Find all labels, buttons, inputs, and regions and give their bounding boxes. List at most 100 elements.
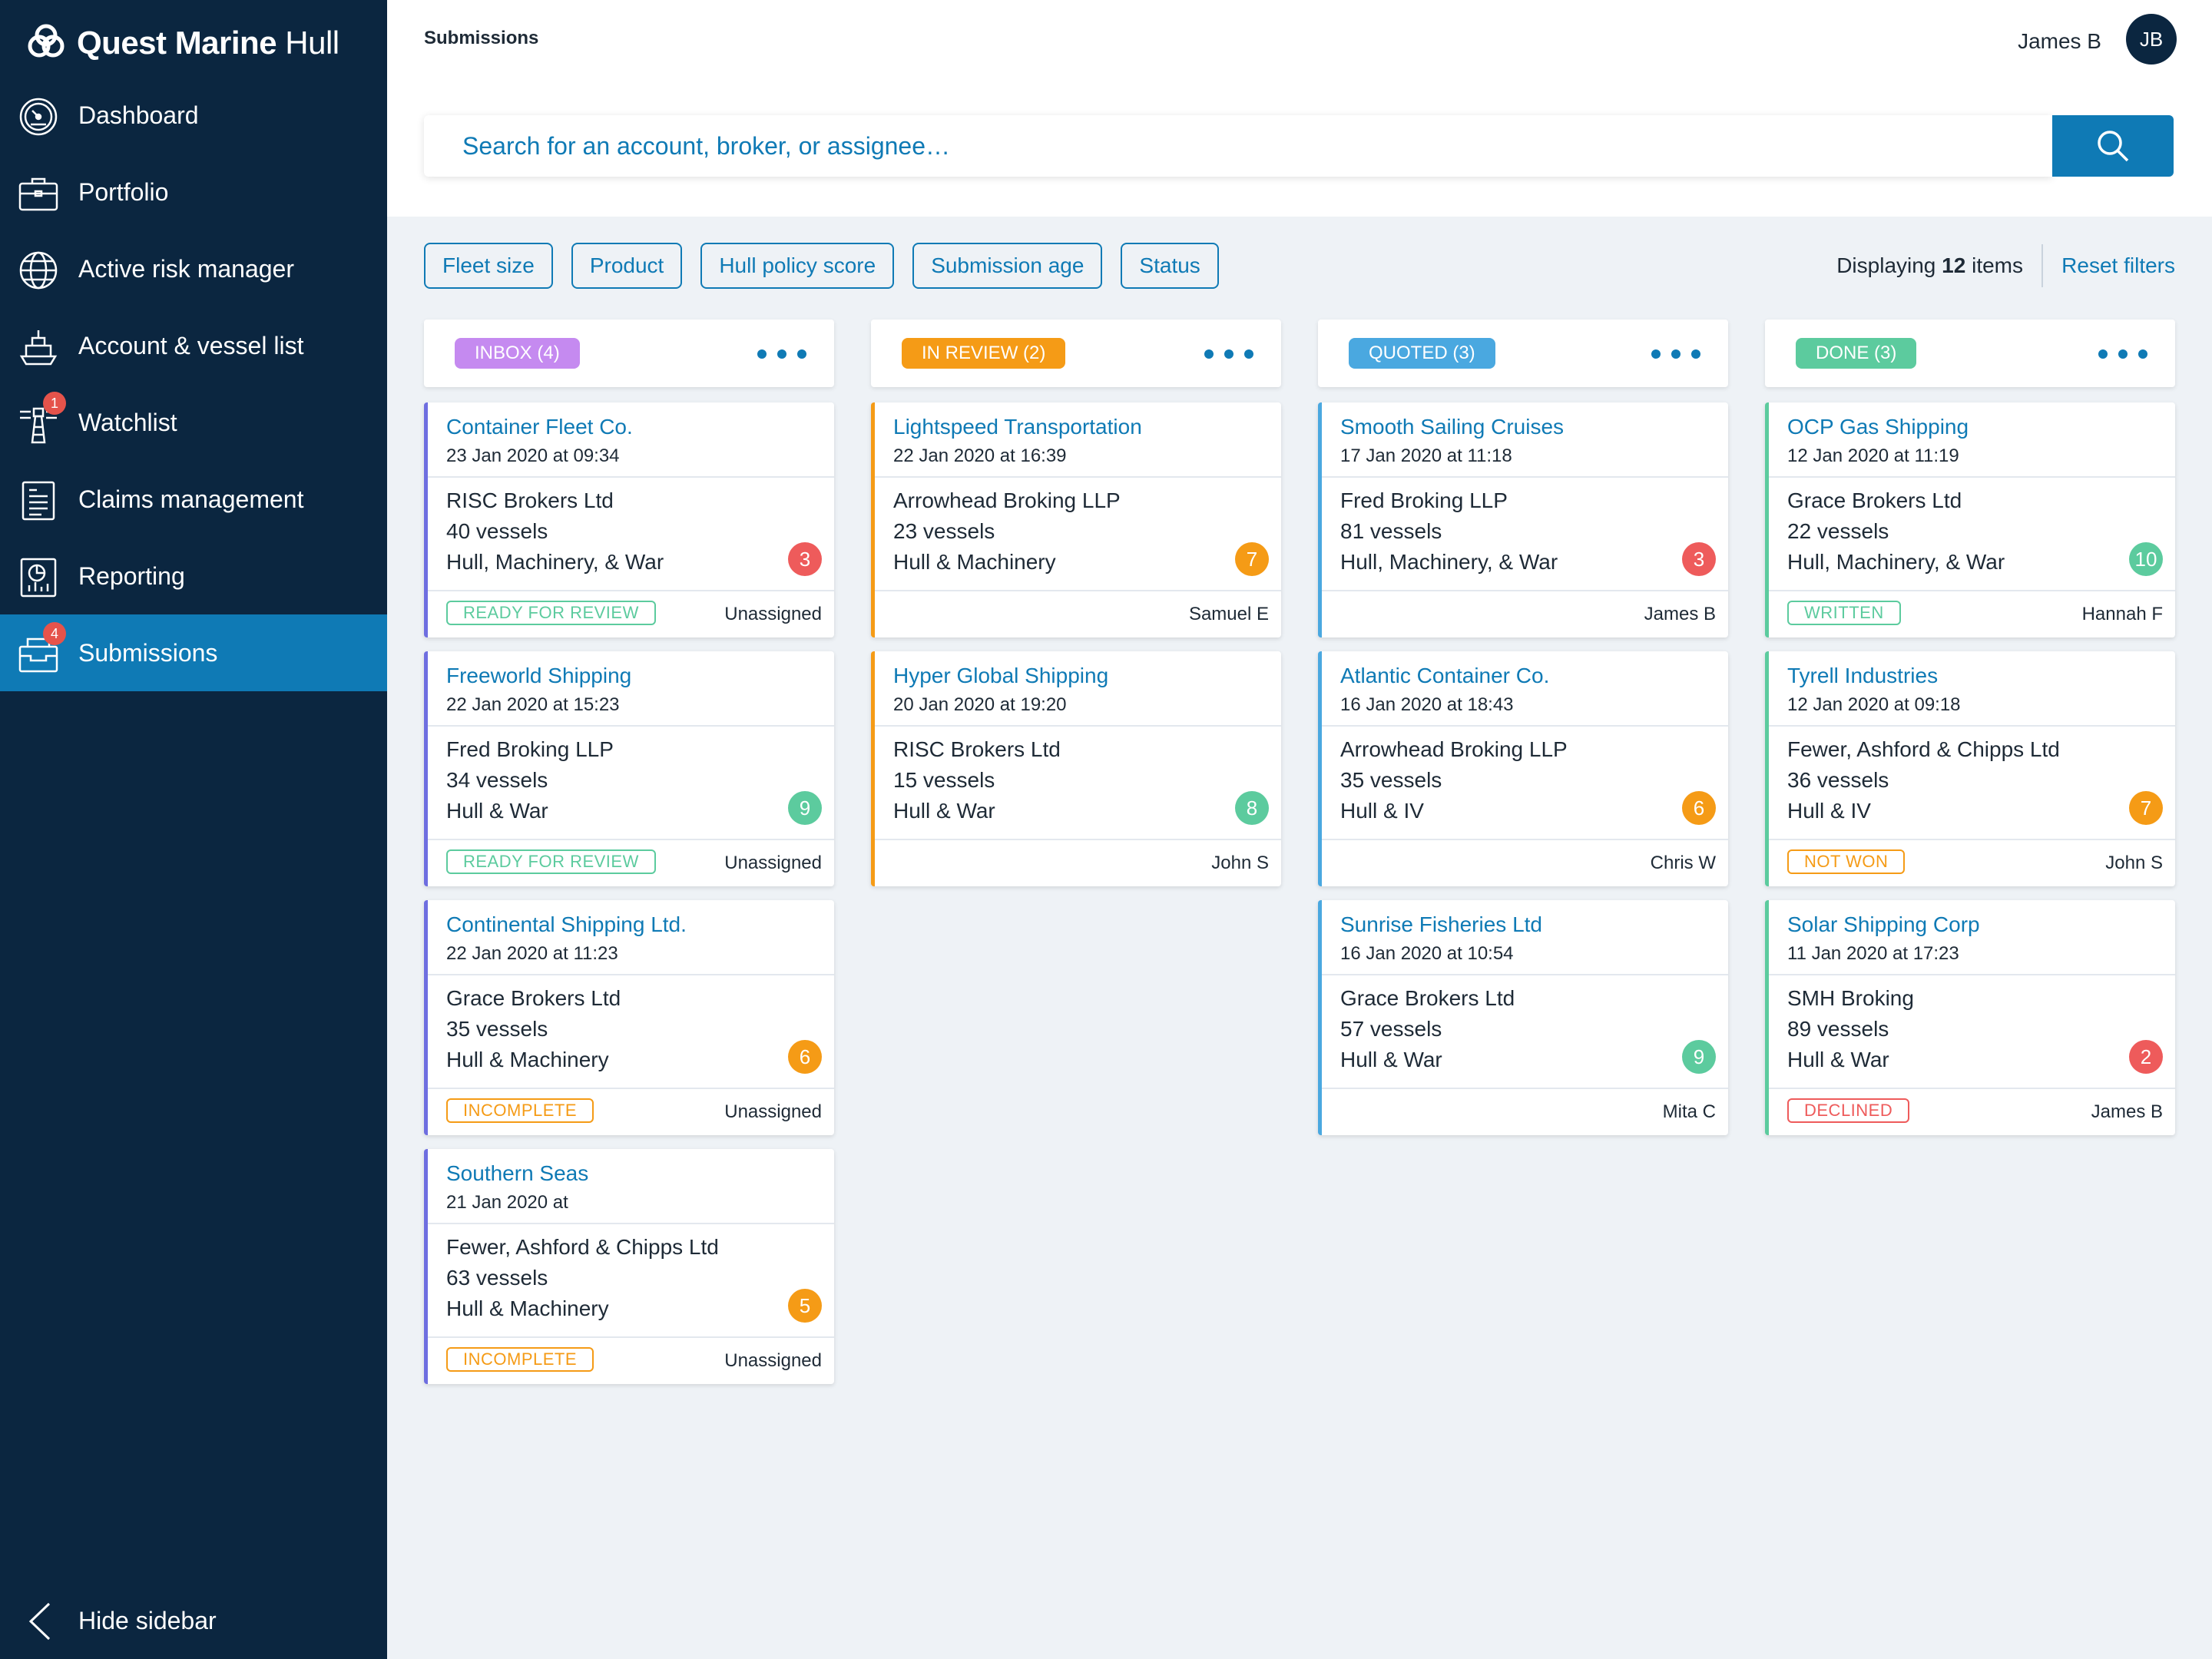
card-assignee: Unassigned	[724, 1101, 822, 1122]
app-logo[interactable]: Quest Marine Hull	[26, 20, 339, 66]
card-title-link[interactable]: Continental Shipping Ltd.	[446, 912, 687, 936]
submission-card[interactable]: Atlantic Container Co. 16 Jan 2020 at 18:…	[1318, 651, 1728, 886]
menu-dot	[1224, 349, 1233, 359]
card-details: Fewer, Ashford & Chipps Ltd 63 vessels Hul…	[428, 1226, 834, 1338]
card-date: 11 Jan 2020 at 17:23	[1787, 943, 1959, 964]
submission-card[interactable]: OCP Gas Shipping 12 Jan 2020 at 11:19 Grac…	[1765, 402, 2175, 637]
submission-card[interactable]: Solar Shipping Corp 11 Jan 2020 at 17:23 S…	[1765, 900, 2175, 1135]
card-header	[1322, 402, 1728, 478]
sidebar-item-label: Dashboard	[78, 101, 199, 129]
menu-dot	[777, 349, 786, 359]
card-broker: Grace Brokers Ltd	[446, 986, 621, 1010]
reset-filters-link[interactable]: Reset filters	[2061, 253, 2175, 277]
column-header: DONE (3)	[1765, 320, 2175, 387]
hull-policy-score-badge: 8	[1235, 791, 1269, 825]
report-chart-icon	[17, 556, 60, 599]
card-header	[428, 651, 834, 727]
card-details: RISC Brokers Ltd 15 vessels Hull & War 8	[875, 728, 1281, 840]
more-options-icon[interactable]	[757, 343, 806, 366]
card-title-link[interactable]: Lightspeed Transportation	[893, 415, 1142, 439]
sidebar-item-portfolio[interactable]: Portfolio	[0, 154, 387, 230]
menu-dot	[1671, 349, 1681, 359]
sidebar-item-dashboard[interactable]: Dashboard	[0, 77, 387, 154]
card-title-link[interactable]: Atlantic Container Co.	[1340, 664, 1550, 687]
card-vessels: 23 vessels	[893, 519, 995, 543]
hull-policy-score-badge: 6	[1682, 791, 1716, 825]
filter-hull-policy-score[interactable]: Hull policy score	[700, 243, 895, 289]
sidebar-item-watchlist[interactable]: 1 Watchlist	[0, 384, 387, 461]
search-input[interactable]	[424, 115, 2052, 177]
filter-status[interactable]: Status	[1121, 243, 1219, 289]
sidebar-item-reporting[interactable]: Reporting	[0, 538, 387, 614]
card-assignee: Samuel E	[1188, 604, 1269, 624]
hull-policy-score-badge: 10	[2129, 542, 2163, 576]
search-band	[387, 77, 2212, 217]
submission-card[interactable]: Container Fleet Co. 23 Jan 2020 at 09:34 R…	[424, 402, 834, 637]
more-options-icon[interactable]	[2098, 343, 2147, 366]
card-title-link[interactable]: Container Fleet Co.	[446, 415, 633, 439]
card-title-link[interactable]: OCP Gas Shipping	[1787, 415, 1969, 439]
card-broker: RISC Brokers Ltd	[446, 488, 614, 512]
card-title-link[interactable]: Tyrell Industries	[1787, 664, 1939, 687]
user-name[interactable]: James B	[2018, 29, 2101, 53]
filter-submission-age[interactable]: Submission age	[912, 243, 1103, 289]
filter-product[interactable]: Product	[571, 243, 683, 289]
card-date: 23 Jan 2020 at 09:34	[446, 445, 620, 466]
logo-icon	[28, 24, 65, 58]
sidebar-item-account-vessel-list[interactable]: Account & vessel list	[0, 307, 387, 384]
card-title-link[interactable]: Southern Seas	[446, 1161, 589, 1185]
submission-card[interactable]: Continental Shipping Ltd. 22 Jan 2020 at …	[424, 900, 834, 1135]
sidebar-item-submissions[interactable]: 4 Submissions	[0, 614, 387, 691]
submission-card[interactable]: Lightspeed Transportation 22 Jan 2020 at …	[871, 402, 1281, 637]
card-header	[428, 402, 834, 478]
submission-card[interactable]: Hyper Global Shipping 20 Jan 2020 at 19:2…	[871, 651, 1281, 886]
card-details: RISC Brokers Ltd 40 vessels Hull, Machiner…	[428, 479, 834, 591]
submission-card[interactable]: Sunrise Fisheries Ltd 16 Jan 2020 at 10:5…	[1318, 900, 1728, 1135]
status-badge: NOT WON	[1787, 849, 1906, 874]
card-broker: Fred Broking LLP	[446, 737, 614, 761]
avatar[interactable]: JB	[2126, 14, 2177, 65]
card-broker: Fred Broking LLP	[1340, 488, 1508, 512]
submission-card[interactable]: Tyrell Industries 12 Jan 2020 at 09:18 Few…	[1765, 651, 2175, 886]
sidebar-item-label: Submissions	[78, 638, 218, 667]
card-vessels: 15 vessels	[893, 768, 995, 792]
card-title-link[interactable]: Smooth Sailing Cruises	[1340, 415, 1565, 439]
dashboard-gauge-icon	[17, 95, 60, 138]
menu-dot	[797, 349, 806, 359]
card-title-link[interactable]: Hyper Global Shipping	[893, 664, 1109, 687]
card-title-link[interactable]: Freeworld Shipping	[446, 664, 632, 687]
card-assignee: Unassigned	[724, 853, 822, 873]
card-product: Hull & Machinery	[446, 1296, 609, 1320]
hull-policy-score-badge: 6	[788, 1040, 822, 1074]
sidebar-item-label: Claims management	[78, 485, 304, 513]
card-assignee: John S	[1211, 853, 1269, 873]
card-product: Hull & Machinery	[446, 1048, 609, 1071]
card-vessels: 34 vessels	[446, 768, 548, 792]
sidebar-item-claims-management[interactable]: Claims management	[0, 461, 387, 538]
column-header: IN REVIEW (2)	[871, 320, 1281, 387]
card-assignee: James B	[1644, 604, 1716, 624]
card-title-link[interactable]: Solar Shipping Corp	[1787, 912, 1980, 936]
sidebar-item-active-risk-manager[interactable]: Active risk manager	[0, 230, 387, 307]
status-badge: WRITTEN	[1787, 601, 1901, 625]
column-status-pill: INBOX (4)	[455, 338, 580, 369]
card-title-link[interactable]: Sunrise Fisheries Ltd	[1340, 912, 1543, 936]
hide-sidebar-button[interactable]: Hide sidebar	[0, 1582, 387, 1659]
more-options-icon[interactable]	[1651, 343, 1700, 366]
sidebar-item-label: Account & vessel list	[78, 331, 304, 359]
more-options-icon[interactable]	[1204, 343, 1253, 366]
status-badge: INCOMPLETE	[446, 1347, 594, 1372]
submission-card[interactable]: Smooth Sailing Cruises 17 Jan 2020 at 11:…	[1318, 402, 1728, 637]
submission-card[interactable]: Freeworld Shipping 22 Jan 2020 at 15:23 Fr…	[424, 651, 834, 886]
card-product: Hull, Machinery, & War	[1340, 550, 1558, 574]
search-button[interactable]	[2052, 115, 2174, 177]
card-details: Grace Brokers Ltd 57 vessels Hull & War 9	[1322, 977, 1728, 1089]
hull-policy-score-badge: 9	[788, 791, 822, 825]
menu-dot	[2098, 349, 2108, 359]
menu-dot	[757, 349, 767, 359]
card-product: Hull & IV	[1787, 799, 1871, 823]
filter-fleet-size[interactable]: Fleet size	[424, 243, 553, 289]
status-badge: READY FOR REVIEW	[446, 601, 656, 625]
submission-card[interactable]: Southern Seas 21 Jan 2020 at Fewer, Ashfor…	[424, 1149, 834, 1384]
card-product: Hull & IV	[1340, 799, 1424, 823]
